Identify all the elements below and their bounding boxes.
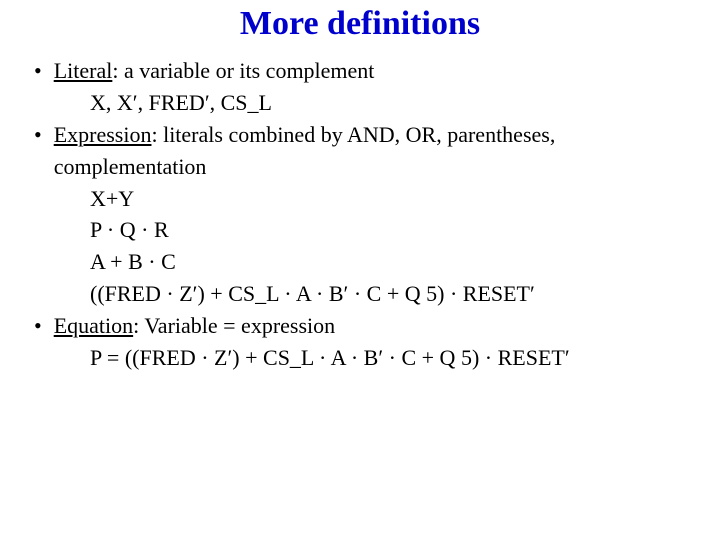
bullet-marker: • <box>34 119 42 151</box>
bullet-marker: • <box>34 310 42 342</box>
bullet-marker: • <box>34 55 42 87</box>
expression-term: Expression <box>54 122 152 147</box>
bullet-expression: • Expression: literals combined by AND, … <box>30 119 690 183</box>
literal-desc: : a variable or its complement <box>112 58 374 83</box>
literal-example-1: X, X′, FRED′, CS_L <box>90 87 690 119</box>
literal-line: Literal: a variable or its complement <box>54 55 375 87</box>
equation-line: Equation: Variable = expression <box>54 310 335 342</box>
expression-example-3: A + B · C <box>90 246 690 278</box>
slide-title: More definitions <box>30 5 690 43</box>
literal-term: Literal <box>54 58 113 83</box>
expression-example-2: P · Q · R <box>90 214 690 246</box>
expression-example-4: ((FRED · Z′) + CS_L · A · B′ · C + Q 5) … <box>90 278 690 310</box>
expression-example-1: X+Y <box>90 183 690 215</box>
bullet-literal: • Literal: a variable or its complement <box>30 55 690 87</box>
equation-example-1: P = ((FRED · Z′) + CS_L · A · B′ · C + Q… <box>90 342 690 374</box>
equation-term: Equation <box>54 313 133 338</box>
slide-content: • Literal: a variable or its complement … <box>30 55 690 374</box>
expression-line: Expression: literals combined by AND, OR… <box>54 119 690 183</box>
equation-desc: : Variable = expression <box>133 313 335 338</box>
bullet-equation: • Equation: Variable = expression <box>30 310 690 342</box>
